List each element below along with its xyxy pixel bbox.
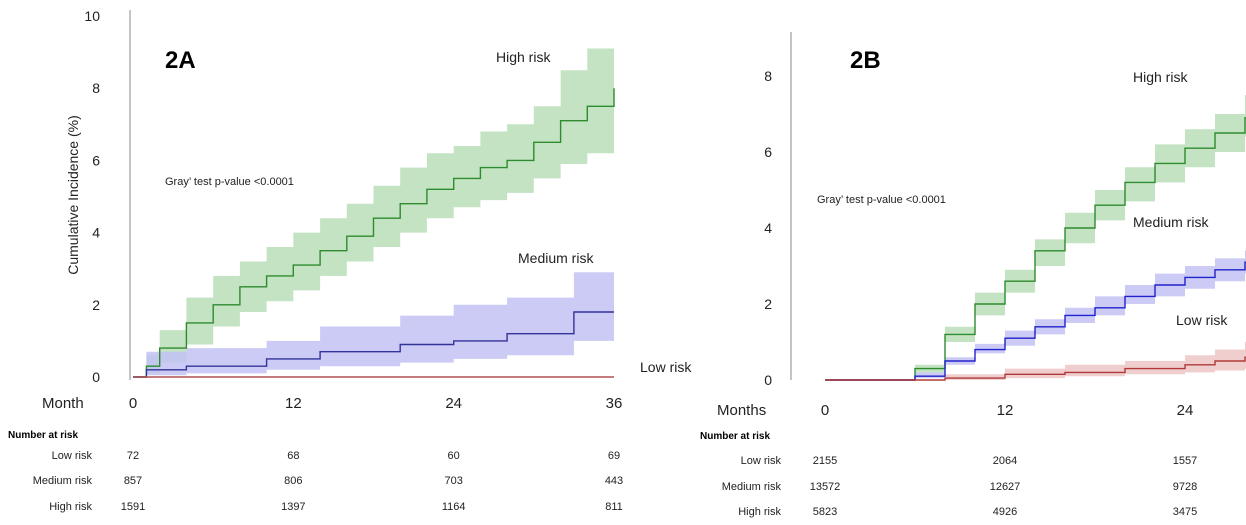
x-axis-label: Month [42,395,84,412]
x-tick-label: 12 [285,395,302,412]
risk-value: 2155 [813,455,837,467]
risk-row-label: Low risk [52,450,93,462]
series-label-high-risk: High risk [1133,69,1188,85]
incidence-line-medium-risk [133,311,614,378]
risk-value: 68 [287,450,299,462]
y-tick-label: 0 [92,369,100,385]
risk-value: 1397 [281,501,305,513]
y-tick-label: 10 [84,8,100,24]
incidence-lines [133,88,615,378]
x-tick-label: 36 [606,395,623,412]
confidence-band-medium-risk [133,272,614,377]
risk-value: 857 [124,475,142,487]
panel-title: 2B [850,47,881,74]
series-label-low-risk: Low risk [1176,312,1228,328]
series-label-medium-risk: Medium risk [1133,214,1209,230]
risk-value: 806 [284,475,302,487]
x-tick-label: 0 [129,395,137,412]
y-tick-labels: 0 2 4 6 8 10 [84,8,100,385]
confidence-band-low-risk [825,342,1246,380]
y-tick-label: 6 [92,152,100,168]
risk-value: 69 [608,450,620,462]
y-tick-label: 8 [764,68,772,84]
risk-value: 703 [444,475,462,487]
risk-row-label: Medium risk [722,481,782,493]
risk-row-label: Medium risk [33,475,93,487]
risk-value: 2064 [993,455,1017,467]
y-tick-label: 0 [764,372,772,388]
y-tick-label: 6 [764,144,772,160]
risk-value: 12627 [990,481,1021,493]
risk-value: 9728 [1173,481,1197,493]
gray-test-annotation: Gray’ test p-value <0.0001 [817,194,946,206]
y-tick-label: 2 [92,297,100,313]
risk-value: 5823 [813,506,837,518]
series-label-low-risk: Low risk [640,359,692,375]
x-tick-labels: 0 12 24 [821,402,1194,419]
risk-row-label: High risk [738,506,781,518]
number-at-risk-table: Number at risk Low risk 2155 2064 1557 Medium… [700,431,1197,518]
y-tick-labels: 0 2 4 6 8 [764,68,772,388]
risk-value: 1164 [442,501,466,513]
y-axis-label: Cumulative Incidence (%) [65,115,81,275]
series-label-medium-risk: Medium risk [518,250,594,266]
confidence-bands [133,34,614,377]
x-tick-labels: 0 12 24 36 [129,395,623,412]
x-tick-label: 24 [1177,402,1194,419]
x-tick-label: 0 [821,402,829,419]
y-tick-label: 8 [92,80,100,96]
risk-row-label: High risk [49,501,92,513]
risk-value: 60 [448,450,460,462]
gray-test-annotation: Gray’ test p-value <0.0001 [165,176,294,188]
risk-value: 3475 [1173,506,1197,518]
risk-table-header: Number at risk [8,430,78,441]
x-axis-label: Months [717,402,766,419]
confidence-bands [825,95,1246,380]
risk-value: 443 [605,475,623,487]
series-label-high-risk: High risk [496,49,551,65]
risk-row-label: Low risk [741,455,782,467]
incidence-lines [825,117,1246,381]
y-tick-label: 4 [764,220,772,236]
risk-value: 13572 [810,481,841,493]
incidence-line-high-risk [825,117,1246,381]
risk-value: 72 [127,450,139,462]
number-at-risk-table: Number at risk Low risk 72 68 60 69 Medium ris… [8,430,623,513]
incidence-line-medium-risk [825,261,1246,381]
y-tick-label: 2 [764,296,772,312]
panel-title: 2A [165,47,196,74]
risk-value: 811 [605,501,623,513]
incidence-line-low-risk [825,356,1246,381]
risk-value: 1557 [1173,455,1197,467]
y-tick-label: 4 [92,225,100,241]
confidence-band-high-risk [133,34,614,377]
x-tick-label: 24 [445,395,462,412]
risk-value: 1591 [121,501,145,513]
risk-value: 4926 [993,506,1017,518]
x-tick-label: 12 [997,402,1014,419]
incidence-line-high-risk [133,88,615,378]
risk-table-header: Number at risk [700,431,770,442]
